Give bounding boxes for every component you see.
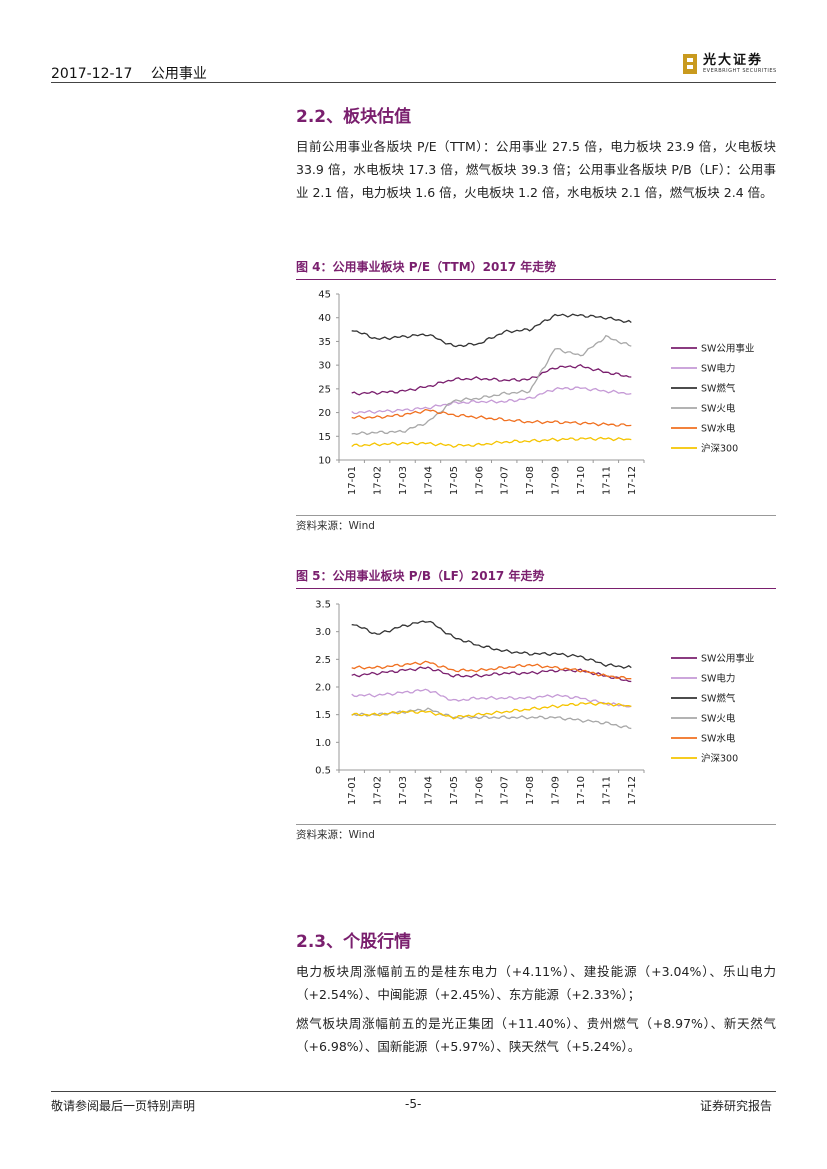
pb-series-line-1 xyxy=(351,688,632,708)
pe-series-line-2 xyxy=(351,313,632,348)
figure5-top-rule xyxy=(296,588,776,589)
pb-y-tick-label: 2.0 xyxy=(315,683,331,694)
pb-y-tick-label: 3.0 xyxy=(315,627,331,638)
pe-legend-label: SW燃气 xyxy=(701,383,736,395)
pe-x-tick-label: 17-11 xyxy=(601,466,612,495)
pb-chart-svg: 0.5 1.0 1.5 2.0 2.5 3.0 3.5 17-01 17-02 17-03 17-0… xyxy=(315,600,754,806)
pe-x-tick-label: 17-05 xyxy=(449,466,460,495)
pe-x-tick-label: 17-06 xyxy=(474,466,485,495)
power-stocks-paragraph: 电力板块周涨幅前五的是桂东电力（+4.11%）、建投能源（+3.04%）、乐山电… xyxy=(296,964,776,1002)
pe-legend-label: SW电力 xyxy=(701,363,735,375)
pe-x-tick-label: 17-02 xyxy=(373,466,384,495)
pe-x-tick-label: 17-01 xyxy=(347,466,358,495)
footer-rule xyxy=(51,1091,776,1092)
valuation-paragraph: 目前公用事业各版块 P/E（TTM）：公用事业 27.5 倍，电力板块 23.9… xyxy=(296,139,776,200)
logo-english: EVERBRIGHT SECURITIES xyxy=(703,68,777,74)
pb-legend-label: SW燃气 xyxy=(701,693,736,705)
pb-x-tick-label: 17-05 xyxy=(449,776,460,805)
gas-stocks-paragraph: 燃气板块周涨幅前五的是光正集团（+11.40%）、贵州燃气（+8.97%）、新天… xyxy=(296,1016,776,1054)
figure5-title: 图 5：公用事业板块 P/B（LF）2017 年走势 xyxy=(296,569,545,583)
figure4-top-rule xyxy=(296,279,776,280)
figure4-title: 图 4：公用事业板块 P/E（TTM）2017 年走势 xyxy=(296,260,557,274)
pb-y-tick-label: 0.5 xyxy=(315,766,331,777)
pe-series-line-5 xyxy=(351,436,632,448)
pe-x-tick-label: 17-10 xyxy=(576,466,587,495)
pe-x-tick-label: 17-08 xyxy=(525,466,536,495)
pe-chart-svg: 10 15 20 25 30 35 40 45 17-01 17-02 17-03 17-04 17-0… xyxy=(318,290,754,496)
pe-y-tick-label: 25 xyxy=(318,384,331,395)
pb-legend-label: SW火电 xyxy=(701,713,736,725)
pb-x-tick-label: 17-07 xyxy=(500,776,511,805)
pe-y-tick-label: 20 xyxy=(318,408,331,419)
pe-legend-label: SW水电 xyxy=(701,423,736,435)
pb-y-tick-label: 3.5 xyxy=(315,600,331,611)
pb-x-tick-label: 17-04 xyxy=(423,776,434,805)
figure5-bottom-rule xyxy=(296,824,776,825)
pb-y-tick-label: 1.5 xyxy=(315,710,331,721)
header-rule xyxy=(51,82,776,83)
industry-name: 公用事业 xyxy=(150,66,207,82)
pb-x-tick-label: 17-01 xyxy=(347,776,358,805)
pb-legend-label: SW电力 xyxy=(701,673,735,685)
pe-y-tick-label: 15 xyxy=(318,432,331,443)
pb-x-tick-label: 17-10 xyxy=(576,776,587,805)
report-date: 2017-12-17 xyxy=(51,66,133,82)
pb-x-tick-label: 17-09 xyxy=(551,776,562,805)
pb-y-tick-label: 1.0 xyxy=(315,738,331,749)
pb-legend-label: SW水电 xyxy=(701,733,736,745)
pb-x-tick-label: 17-08 xyxy=(525,776,536,805)
pb-series-line-2 xyxy=(351,620,632,669)
pb-series-line-5 xyxy=(351,701,632,720)
header-meta: 2017-12-17 公用事业 xyxy=(51,63,221,83)
pe-legend-label: 沪深300 xyxy=(701,443,738,455)
pb-series-line-3 xyxy=(351,707,632,730)
pe-x-tick-label: 17-04 xyxy=(423,466,434,495)
figure4-bottom-rule xyxy=(296,515,776,516)
pe-series-line-4 xyxy=(351,408,632,427)
page-number: -5- xyxy=(405,1097,422,1111)
pe-y-tick-label: 30 xyxy=(318,361,331,372)
logo-chinese: 光大证券 xyxy=(703,53,764,68)
report-type: 证券研究报告 xyxy=(700,1099,773,1113)
section-title-stocks: 2.3、个股行情 xyxy=(296,932,412,952)
figure5-chart: 0.5 1.0 1.5 2.0 2.5 3.0 3.5 17-01 17-02 17-03 17-0… xyxy=(296,592,776,824)
pe-x-tick-label: 17-03 xyxy=(398,466,409,495)
brand-logo: 光大证券 EVERBRIGHT SECURITIES xyxy=(683,54,777,74)
logo-icon xyxy=(683,54,697,74)
pb-x-tick-label: 17-02 xyxy=(373,776,384,805)
pb-series-line-4 xyxy=(351,660,632,680)
figure4-chart: 10 15 20 25 30 35 40 45 17-01 17-02 17-03 17-04 17-0… xyxy=(296,282,776,514)
pb-legend-label: 沪深300 xyxy=(701,753,738,765)
pb-series-line-0 xyxy=(351,666,632,683)
pe-legend-label: SW火电 xyxy=(701,403,736,415)
pe-series-line-3 xyxy=(351,334,632,436)
figure5-source: 资料来源：Wind xyxy=(296,829,375,841)
pb-x-tick-label: 17-11 xyxy=(601,776,612,805)
pe-y-tick-label: 45 xyxy=(318,290,331,301)
pe-series-line-0 xyxy=(351,364,632,396)
pb-y-tick-label: 2.5 xyxy=(315,655,331,666)
pe-y-tick-label: 40 xyxy=(318,313,331,324)
pb-x-tick-label: 17-06 xyxy=(474,776,485,805)
pb-x-tick-label: 17-12 xyxy=(627,776,638,805)
pe-x-tick-label: 17-12 xyxy=(627,466,638,495)
pe-legend-label: SW公用事业 xyxy=(701,343,754,355)
pe-y-tick-label: 35 xyxy=(318,337,331,348)
figure4-source: 资料来源：Wind xyxy=(296,520,375,532)
pb-x-tick-label: 17-03 xyxy=(398,776,409,805)
section-title-valuation: 2.2、板块估值 xyxy=(296,107,412,127)
pe-y-tick-label: 10 xyxy=(318,456,331,467)
pe-x-tick-label: 17-09 xyxy=(551,466,562,495)
pe-x-tick-label: 17-07 xyxy=(500,466,511,495)
disclaimer-note: 敬请参阅最后一页特别声明 xyxy=(51,1099,196,1113)
pb-legend-label: SW公用事业 xyxy=(701,653,754,665)
pe-series-line-1 xyxy=(351,386,632,415)
